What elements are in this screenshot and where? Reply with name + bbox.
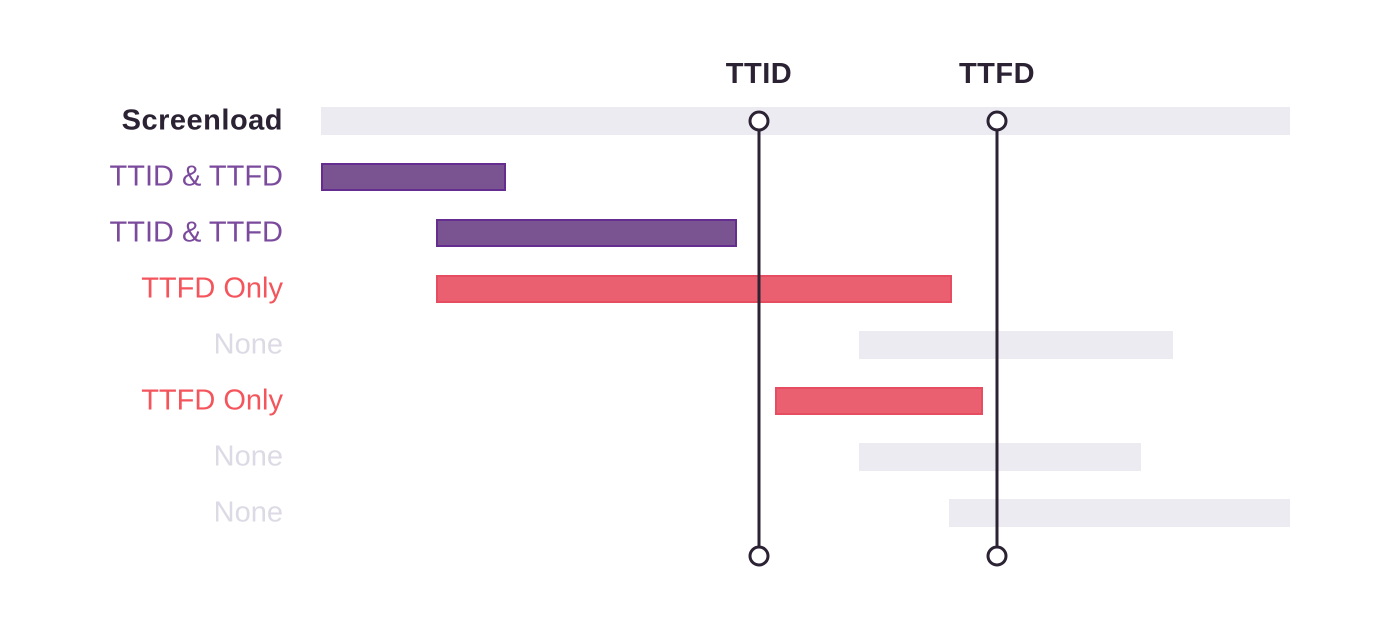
marker-label-ttfd: TTFD — [958, 58, 1036, 90]
span-bar-gray — [859, 443, 1141, 471]
marker-circle-top-ttfd — [986, 110, 1008, 132]
row-label: TTFD Only — [141, 272, 283, 305]
row-label: TTFD Only — [141, 384, 283, 417]
marker-circle-top-ttid — [748, 110, 770, 132]
span-bar-gray — [859, 331, 1173, 359]
span-bar-purple — [321, 163, 506, 191]
span-bar-red — [775, 387, 983, 415]
marker-circle-bottom-ttfd — [986, 545, 1008, 567]
marker-label-ttid: TTID — [725, 58, 793, 90]
span-bar-gray — [321, 107, 1290, 135]
row-label: TTID & TTFD — [109, 216, 283, 249]
row-label: Screenload — [121, 104, 283, 137]
row-label: None — [213, 496, 283, 529]
span-bar-purple — [436, 219, 737, 247]
row-label: TTID & TTFD — [109, 160, 283, 193]
marker-line-ttid — [757, 121, 761, 556]
row-label: None — [213, 328, 283, 361]
span-bar-red — [436, 275, 952, 303]
row-label: None — [213, 440, 283, 473]
marker-circle-bottom-ttid — [748, 545, 770, 567]
span-bar-gray — [949, 499, 1290, 527]
marker-line-ttfd — [995, 121, 999, 556]
